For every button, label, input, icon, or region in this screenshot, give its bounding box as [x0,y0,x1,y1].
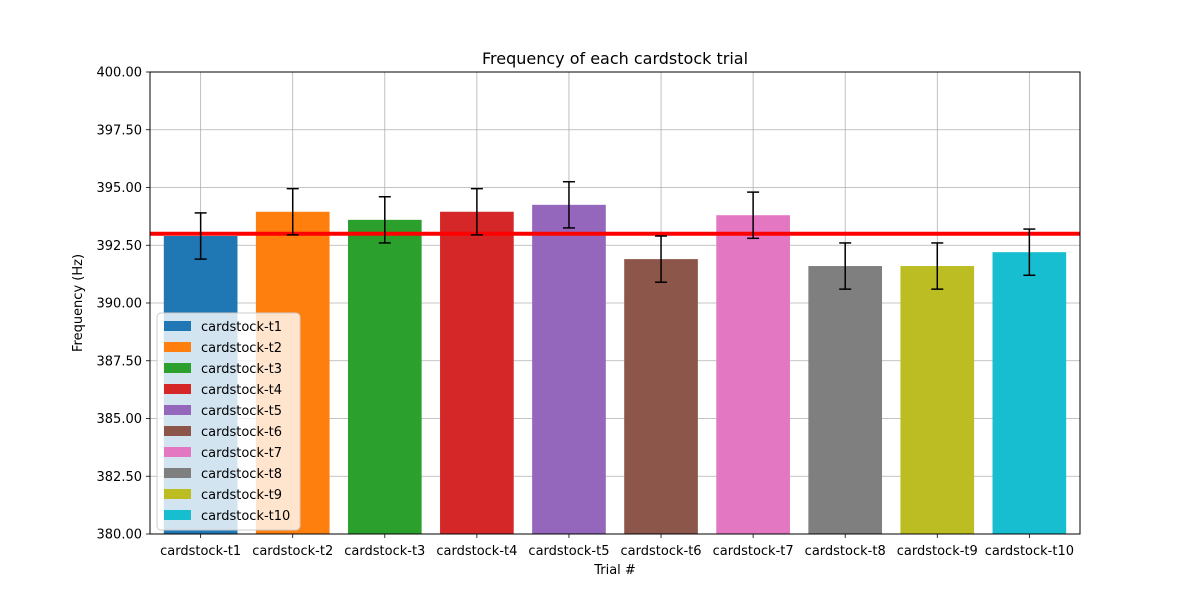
legend: cardstock-t1 cardstock-t2 cardstock-t3 card… [156,312,301,531]
y-tick-label: 380.00 [97,528,143,543]
bar-cardstock-t6 [624,259,698,534]
bar-cardstock-t10 [992,252,1067,534]
chart-title: Frequency of each cardstock trial [482,49,748,68]
bar-cardstock-t9 [900,266,975,534]
y-tick-label: 397.50 [97,123,143,138]
legend-label: cardstock-t3 [201,362,282,377]
legend-label: cardstock-t4 [201,383,282,398]
legend-swatch [164,405,191,415]
x-tick-label: cardstock-t1 [160,544,241,559]
x-tick-label: cardstock-t2 [252,544,333,559]
y-tick-label: 385.00 [97,412,143,427]
x-tick-label: cardstock-t7 [713,544,794,559]
bar-cardstock-t5 [532,204,606,534]
legend-label: cardstock-t1 [201,320,282,335]
legend-label: cardstock-t9 [201,488,282,503]
legend-swatch [164,510,191,520]
legend-swatch [164,489,191,499]
x-tick-label: cardstock-t3 [344,544,425,559]
x-tick-label: cardstock-t6 [621,544,702,559]
bar-cardstock-t4 [440,211,514,534]
error-bars [194,180,1036,290]
x-tick-label: cardstock-t5 [528,544,609,559]
x-tick-label: cardstock-t4 [436,544,517,559]
y-tick-label: 400.00 [97,66,143,81]
legend-swatch [164,426,191,436]
legend-swatch [164,321,191,331]
legend-swatch [164,447,191,457]
legend-label: cardstock-t2 [201,341,282,356]
bar-cardstock-t8 [808,266,883,534]
legend-swatch [164,468,191,478]
y-tick-label: 395.00 [97,181,143,196]
x-tick-label: cardstock-t10 [985,544,1074,559]
x-axis-label: Trial # [593,563,636,578]
x-tick-label: cardstock-t8 [805,544,886,559]
legend-swatch [164,363,191,373]
y-tick-label: 382.50 [97,470,143,485]
legend-label: cardstock-t7 [201,446,282,461]
x-tick-label: cardstock-t9 [897,544,978,559]
y-axis-label: Frequency (Hz) [71,254,86,352]
y-tick-label: 387.50 [97,354,143,369]
y-tick-label: 390.00 [97,297,143,312]
x-axis: cardstock-t1 cardstock-t2 cardstock-t3 card… [160,534,1074,559]
legend-swatch [164,384,191,394]
y-axis: 380.00 382.50 385.00 387.50 390.00 392.50 395.… [97,66,150,543]
y-tick-label: 392.50 [97,239,143,254]
legend-label: cardstock-t10 [201,509,290,524]
legend-label: cardstock-t5 [201,404,282,419]
legend-swatch [164,342,191,352]
legend-label: cardstock-t8 [201,467,282,482]
legend-label: cardstock-t6 [201,425,282,440]
legend-box [156,312,301,531]
bar-cardstock-t3 [347,219,422,534]
bar-cardstock-t7 [716,215,790,534]
